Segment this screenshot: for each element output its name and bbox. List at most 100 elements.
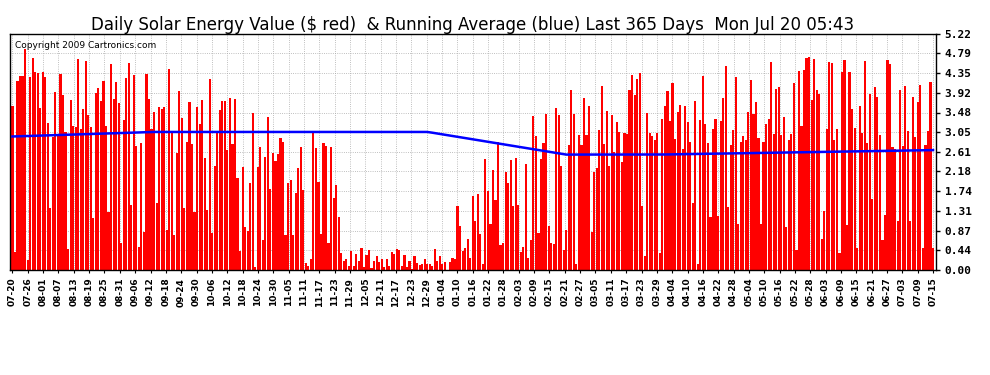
Bar bbox=[125, 78, 128, 270]
Bar bbox=[560, 166, 562, 270]
Bar bbox=[744, 140, 746, 270]
Bar bbox=[19, 76, 21, 270]
Bar bbox=[45, 77, 47, 270]
Bar bbox=[803, 70, 805, 270]
Bar bbox=[871, 198, 873, 270]
Bar bbox=[922, 248, 924, 270]
Bar bbox=[570, 90, 572, 270]
Bar bbox=[510, 160, 512, 270]
Bar bbox=[851, 109, 853, 270]
Bar bbox=[186, 142, 188, 270]
Bar bbox=[204, 158, 206, 270]
Bar bbox=[343, 261, 345, 270]
Bar bbox=[224, 101, 226, 270]
Bar bbox=[889, 64, 891, 270]
Bar bbox=[742, 136, 744, 270]
Bar bbox=[811, 100, 813, 270]
Bar bbox=[760, 224, 762, 270]
Bar bbox=[829, 62, 831, 270]
Bar bbox=[274, 161, 276, 270]
Bar bbox=[120, 243, 122, 270]
Bar bbox=[831, 63, 833, 270]
Bar bbox=[920, 85, 922, 270]
Bar bbox=[790, 134, 792, 270]
Bar bbox=[105, 126, 107, 270]
Bar bbox=[642, 206, 644, 270]
Bar bbox=[378, 262, 380, 270]
Bar bbox=[133, 75, 135, 270]
Bar bbox=[502, 243, 504, 270]
Bar bbox=[74, 127, 77, 270]
Bar bbox=[85, 61, 87, 270]
Bar bbox=[442, 264, 444, 270]
Bar bbox=[183, 208, 185, 270]
Bar bbox=[644, 256, 645, 270]
Bar bbox=[32, 58, 34, 270]
Bar bbox=[259, 147, 261, 270]
Bar bbox=[360, 248, 362, 270]
Bar bbox=[664, 106, 666, 270]
Bar bbox=[707, 143, 709, 270]
Bar bbox=[444, 262, 446, 270]
Text: Copyright 2009 Cartronics.com: Copyright 2009 Cartronics.com bbox=[15, 41, 155, 50]
Bar bbox=[752, 114, 754, 270]
Bar bbox=[575, 264, 577, 270]
Bar bbox=[136, 146, 138, 270]
Bar bbox=[783, 117, 785, 270]
Bar bbox=[40, 108, 42, 270]
Bar bbox=[383, 267, 385, 270]
Bar bbox=[874, 87, 876, 270]
Bar bbox=[375, 256, 378, 270]
Bar bbox=[191, 144, 193, 270]
Bar bbox=[77, 58, 79, 270]
Bar bbox=[749, 80, 752, 270]
Bar bbox=[318, 182, 320, 270]
Bar bbox=[646, 113, 648, 270]
Bar bbox=[674, 139, 676, 270]
Bar bbox=[251, 113, 253, 270]
Bar bbox=[373, 261, 375, 270]
Bar bbox=[676, 112, 679, 270]
Bar bbox=[206, 210, 208, 270]
Bar bbox=[37, 72, 39, 270]
Bar bbox=[451, 258, 453, 270]
Bar bbox=[479, 234, 481, 270]
Bar bbox=[380, 259, 383, 270]
Bar bbox=[237, 178, 239, 270]
Bar bbox=[902, 147, 904, 270]
Bar bbox=[484, 159, 486, 270]
Bar bbox=[249, 183, 251, 270]
Bar bbox=[631, 75, 634, 270]
Bar bbox=[512, 206, 514, 270]
Bar bbox=[767, 119, 769, 270]
Bar bbox=[666, 91, 668, 270]
Bar bbox=[414, 256, 416, 270]
Bar bbox=[697, 264, 699, 270]
Bar bbox=[244, 227, 247, 270]
Bar bbox=[669, 121, 671, 270]
Bar bbox=[62, 95, 64, 270]
Bar bbox=[82, 109, 84, 270]
Bar bbox=[550, 243, 552, 270]
Bar bbox=[907, 131, 909, 270]
Bar bbox=[624, 132, 626, 270]
Bar bbox=[720, 121, 722, 270]
Bar bbox=[347, 266, 349, 270]
Bar bbox=[266, 117, 269, 270]
Bar bbox=[603, 144, 605, 270]
Bar bbox=[738, 224, 740, 270]
Bar bbox=[323, 143, 325, 270]
Bar bbox=[454, 259, 456, 270]
Bar bbox=[216, 132, 219, 270]
Bar bbox=[469, 258, 471, 270]
Bar bbox=[770, 62, 772, 270]
Bar bbox=[806, 58, 808, 270]
Bar bbox=[520, 252, 522, 270]
Bar bbox=[917, 102, 919, 270]
Bar bbox=[131, 205, 133, 270]
Bar bbox=[100, 101, 102, 270]
Bar bbox=[196, 107, 198, 270]
Bar bbox=[884, 215, 886, 270]
Bar bbox=[712, 129, 714, 270]
Bar bbox=[555, 108, 557, 270]
